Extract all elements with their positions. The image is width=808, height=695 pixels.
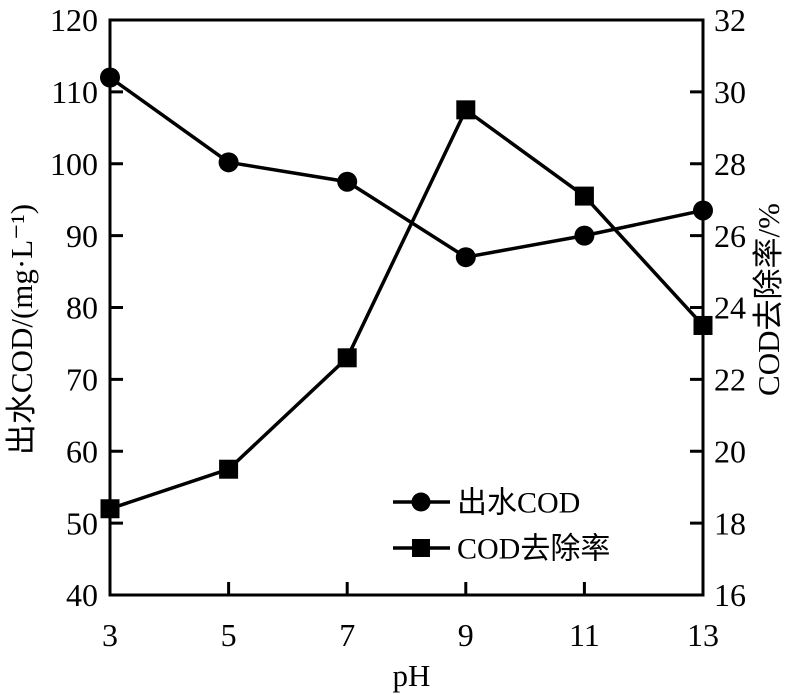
legend-1-marker	[412, 539, 430, 557]
x-axis-tick-label: 9	[458, 617, 474, 653]
right-axis-tick-label: 28	[714, 146, 746, 182]
left-axis-tick-label: 90	[66, 218, 98, 254]
right-axis-tick-label: 16	[714, 577, 746, 613]
legend-0-label: 出水COD	[457, 487, 580, 520]
left-axis-tick-label: 100	[50, 146, 98, 182]
series-0-marker	[100, 67, 120, 88]
x-axis-tick-label: 13	[687, 617, 719, 653]
series-0-marker	[455, 247, 476, 268]
right-axis-tick-label: 24	[714, 290, 746, 326]
legend-0-marker	[411, 492, 431, 512]
right-axis-tick-label: 22	[714, 362, 746, 398]
right-axis-tick-label: 26	[714, 218, 746, 254]
legend-1-label: COD去除率	[457, 533, 610, 566]
right-axis-title: COD去除率/%	[751, 203, 786, 396]
x-axis-tick-label: 5	[221, 617, 237, 653]
series-0-marker	[218, 152, 239, 173]
left-axis-tick-label: 80	[66, 290, 98, 326]
series-1-marker	[574, 186, 594, 206]
left-axis-title: 出水COD/(mg·L⁻¹)	[4, 204, 39, 455]
right-axis-tick-label: 32	[714, 2, 746, 38]
right-axis-tick-label: 18	[714, 505, 746, 541]
x-axis-title: pH	[393, 658, 431, 693]
x-axis-tick-label: 3	[102, 617, 118, 653]
left-axis-tick-label: 110	[51, 74, 98, 110]
right-axis-tick-label: 20	[714, 433, 746, 469]
x-axis-tick-label: 11	[569, 617, 600, 653]
series-0-marker	[693, 200, 713, 221]
left-axis-tick-label: 70	[66, 362, 98, 398]
series-0-marker	[574, 225, 595, 246]
series-0-marker	[337, 171, 358, 192]
series-0-line	[108, 76, 704, 260]
left-axis-tick-label: 50	[66, 505, 98, 541]
x-axis-tick-label: 7	[339, 617, 355, 653]
series-1-marker	[456, 100, 476, 120]
series-1-marker	[337, 348, 357, 368]
series-1-marker	[219, 459, 239, 479]
left-axis-tick-label: 40	[66, 577, 98, 613]
left-axis-tick-label: 120	[50, 2, 98, 38]
left-axis-tick-label: 60	[66, 433, 98, 469]
right-axis-tick-label: 30	[714, 74, 746, 110]
series-1-marker	[100, 499, 120, 519]
series-1-marker	[693, 315, 713, 335]
series-1-line	[109, 107, 705, 511]
